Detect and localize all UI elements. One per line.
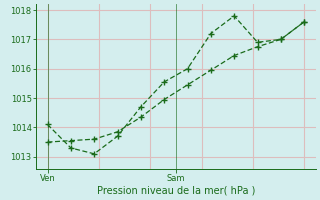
X-axis label: Pression niveau de la mer( hPa ): Pression niveau de la mer( hPa ) [97,186,255,196]
